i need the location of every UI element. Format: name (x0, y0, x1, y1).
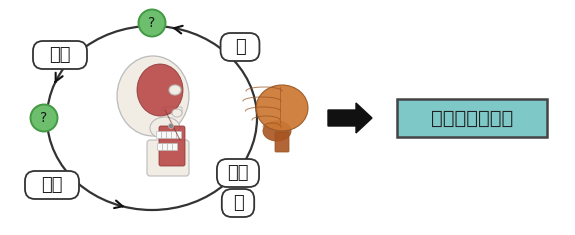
Text: 骨: 骨 (233, 194, 243, 212)
FancyBboxPatch shape (275, 132, 289, 152)
Text: 記憶・学習機能: 記憶・学習機能 (431, 109, 513, 128)
FancyBboxPatch shape (147, 140, 189, 176)
Circle shape (30, 105, 58, 132)
Ellipse shape (137, 64, 183, 116)
Circle shape (168, 124, 174, 129)
FancyArrow shape (328, 103, 372, 133)
FancyBboxPatch shape (217, 159, 259, 187)
Text: ?: ? (40, 111, 48, 125)
Circle shape (139, 9, 166, 36)
FancyBboxPatch shape (159, 126, 185, 166)
FancyBboxPatch shape (25, 171, 79, 199)
Ellipse shape (169, 85, 181, 95)
Text: ?: ? (148, 16, 156, 30)
Text: 筋肉: 筋肉 (227, 164, 249, 182)
Ellipse shape (172, 109, 182, 117)
FancyBboxPatch shape (397, 99, 547, 137)
FancyBboxPatch shape (177, 132, 182, 138)
FancyBboxPatch shape (163, 144, 167, 150)
FancyBboxPatch shape (222, 189, 254, 217)
Ellipse shape (256, 85, 308, 131)
FancyBboxPatch shape (158, 144, 163, 150)
FancyBboxPatch shape (33, 41, 87, 69)
FancyBboxPatch shape (172, 144, 178, 150)
FancyBboxPatch shape (167, 144, 172, 150)
Ellipse shape (117, 56, 189, 136)
Text: 神経: 神経 (49, 46, 71, 64)
FancyBboxPatch shape (162, 107, 182, 114)
FancyBboxPatch shape (221, 33, 259, 61)
FancyBboxPatch shape (156, 132, 162, 138)
Text: 咀嚼: 咀嚼 (41, 176, 63, 194)
Ellipse shape (150, 117, 180, 139)
FancyBboxPatch shape (162, 132, 167, 138)
FancyBboxPatch shape (171, 132, 177, 138)
Text: 脳: 脳 (235, 38, 246, 56)
FancyBboxPatch shape (167, 132, 171, 138)
Ellipse shape (263, 121, 291, 141)
